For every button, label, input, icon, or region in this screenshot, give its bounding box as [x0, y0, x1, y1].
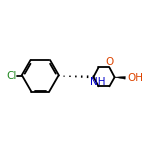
Polygon shape — [115, 76, 125, 79]
Text: Cl: Cl — [6, 71, 17, 81]
Text: OH: OH — [127, 73, 143, 83]
Text: NH: NH — [90, 77, 106, 87]
Text: O: O — [106, 57, 114, 67]
